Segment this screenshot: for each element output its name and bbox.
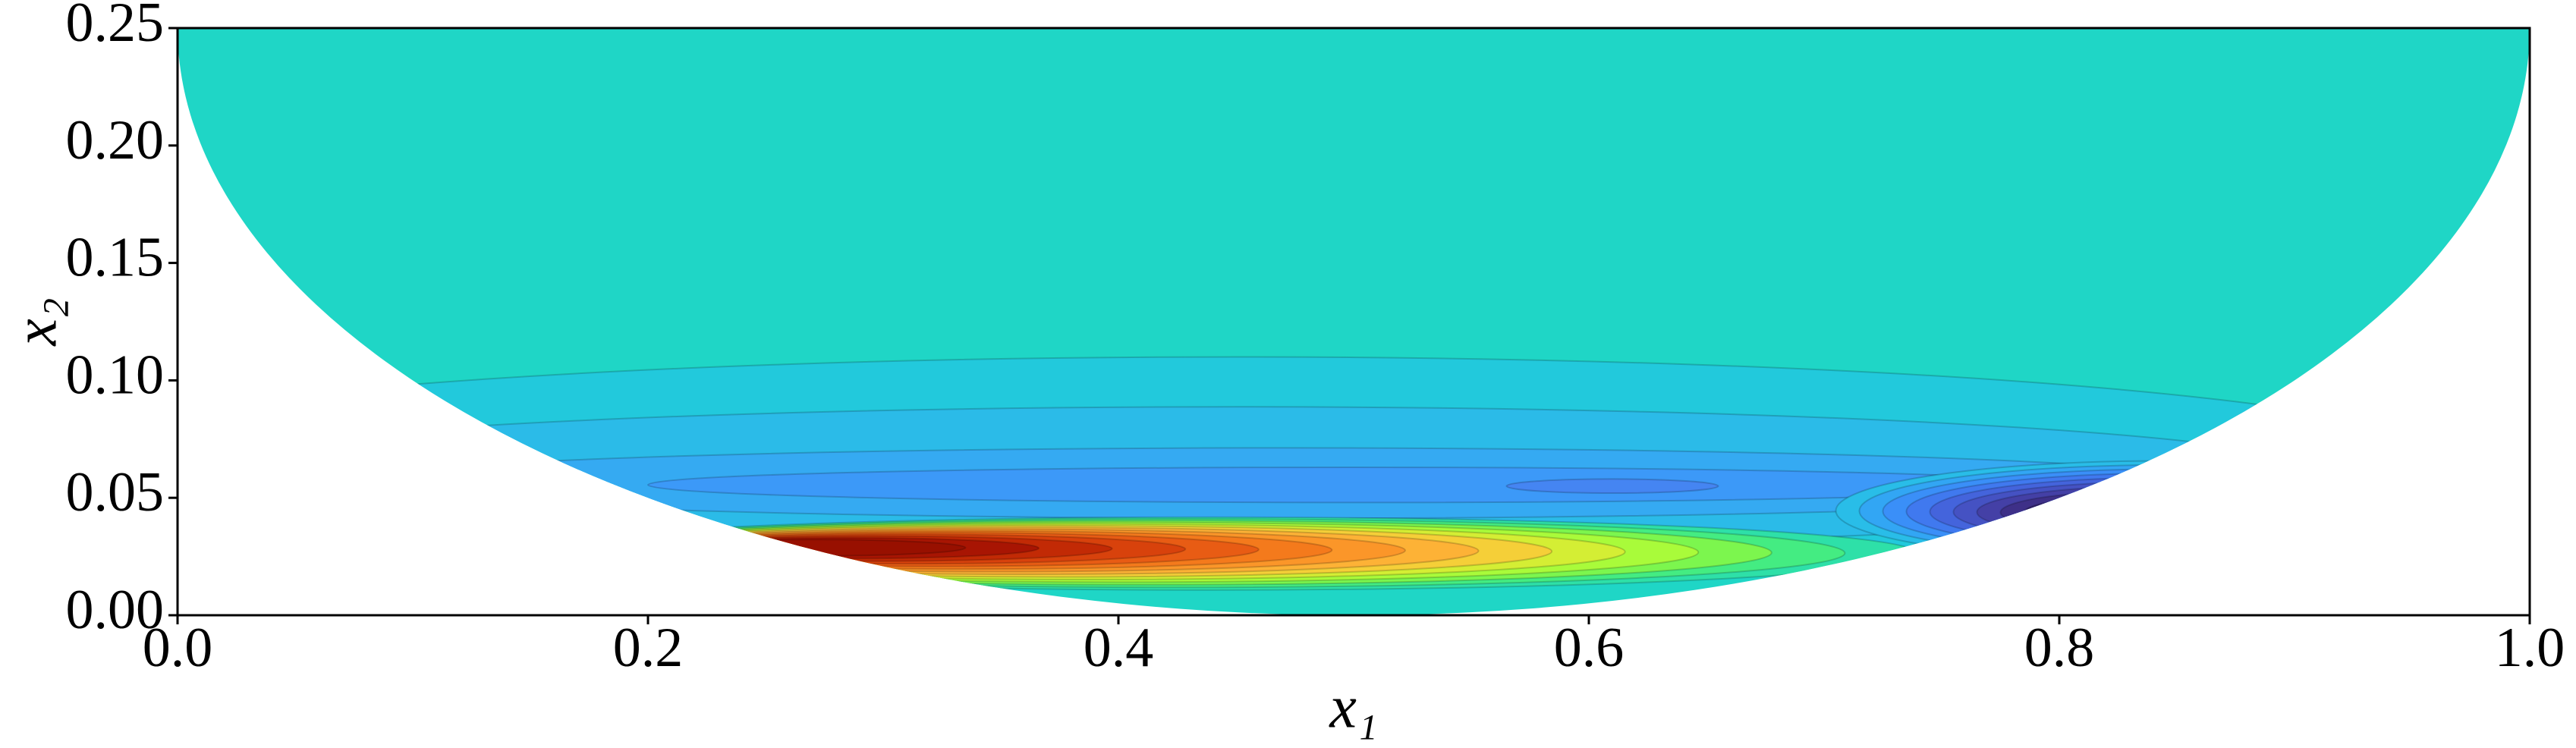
x-axis-label: x₁ [1329, 674, 1377, 740]
x-tick-label: 0.4 [1084, 617, 1154, 679]
x-tick-label: 0.0 [143, 617, 213, 679]
contour-region [2046, 497, 2284, 529]
y-tick-label: 0.00 [66, 579, 165, 641]
y-tick-label: 0.05 [66, 461, 165, 523]
contour-field [178, 28, 2530, 615]
contour-region [2023, 493, 2307, 533]
contour-region [1999, 489, 2331, 536]
x-tick-label: 0.2 [613, 617, 684, 679]
axes-frame [176, 27, 2531, 617]
y-tick-label: 0.25 [66, 0, 165, 54]
contour-region [1505, 478, 1719, 495]
x-tick-label: 0.6 [1554, 617, 1625, 679]
contour-region [2070, 501, 2260, 525]
y-tick-label: 0.20 [66, 109, 165, 171]
y-tick-label: 0.10 [66, 344, 165, 406]
x-tick-label: 1.0 [2495, 617, 2565, 679]
x-tick-label: 0.8 [2024, 617, 2095, 679]
contour-region [659, 539, 967, 557]
y-axis-label: x₂ [2, 297, 69, 346]
contour-region [1976, 485, 2354, 539]
y-tick-label: 0.15 [66, 227, 165, 289]
